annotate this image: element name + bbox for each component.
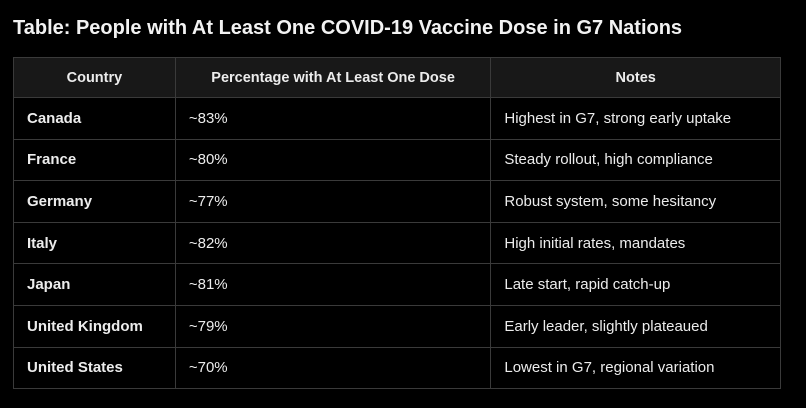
cell-country: Canada: [13, 97, 176, 140]
cell-country: Japan: [13, 263, 176, 306]
header-row: Country Percentage with At Least One Dos…: [13, 57, 781, 98]
header-percentage: Percentage with At Least One Dose: [174, 57, 492, 98]
cell-notes: Lowest in G7, regional variation: [490, 346, 781, 390]
cell-percentage: ~79%: [174, 304, 492, 348]
table-row: Italy ~82% High initial rates, mandates: [13, 221, 781, 265]
cell-notes: Late start, rapid catch-up: [490, 263, 781, 306]
table-row: United States ~70% Lowest in G7, regiona…: [13, 346, 781, 390]
table-row: United Kingdom ~79% Early leader, slight…: [13, 304, 781, 348]
table-title: Table: People with At Least One COVID-19…: [13, 17, 683, 39]
table-row: France ~80% Steady rollout, high complia…: [13, 138, 781, 182]
cell-percentage: ~70%: [174, 346, 492, 390]
cell-percentage: ~80%: [174, 138, 492, 182]
header-notes: Notes: [490, 57, 781, 98]
cell-notes: Highest in G7, strong early uptake: [490, 97, 781, 140]
cell-country: Italy: [13, 221, 176, 265]
cell-notes: High initial rates, mandates: [490, 221, 781, 265]
cell-percentage: ~81%: [174, 263, 492, 306]
header-country: Country: [13, 57, 176, 98]
table-row: Canada ~83% Highest in G7, strong early …: [13, 97, 781, 140]
cell-notes: Steady rollout, high compliance: [490, 138, 781, 182]
table-body: Canada ~83% Highest in G7, strong early …: [13, 97, 781, 390]
table-header: Country Percentage with At Least One Dos…: [13, 57, 781, 98]
cell-percentage: ~77%: [174, 180, 492, 223]
vaccine-table: Country Percentage with At Least One Dos…: [13, 57, 781, 390]
cell-country: Germany: [13, 180, 176, 223]
cell-country: United Kingdom: [13, 304, 176, 348]
cell-percentage: ~83%: [174, 97, 492, 140]
table-row: Japan ~81% Late start, rapid catch-up: [13, 263, 781, 306]
cell-country: United States: [13, 346, 176, 390]
cell-notes: Robust system, some hesitancy: [490, 180, 781, 223]
table-row: Germany ~77% Robust system, some hesitan…: [13, 180, 781, 223]
cell-country: France: [13, 138, 176, 182]
cell-notes: Early leader, slightly plateaued: [490, 304, 781, 348]
cell-percentage: ~82%: [174, 221, 492, 265]
